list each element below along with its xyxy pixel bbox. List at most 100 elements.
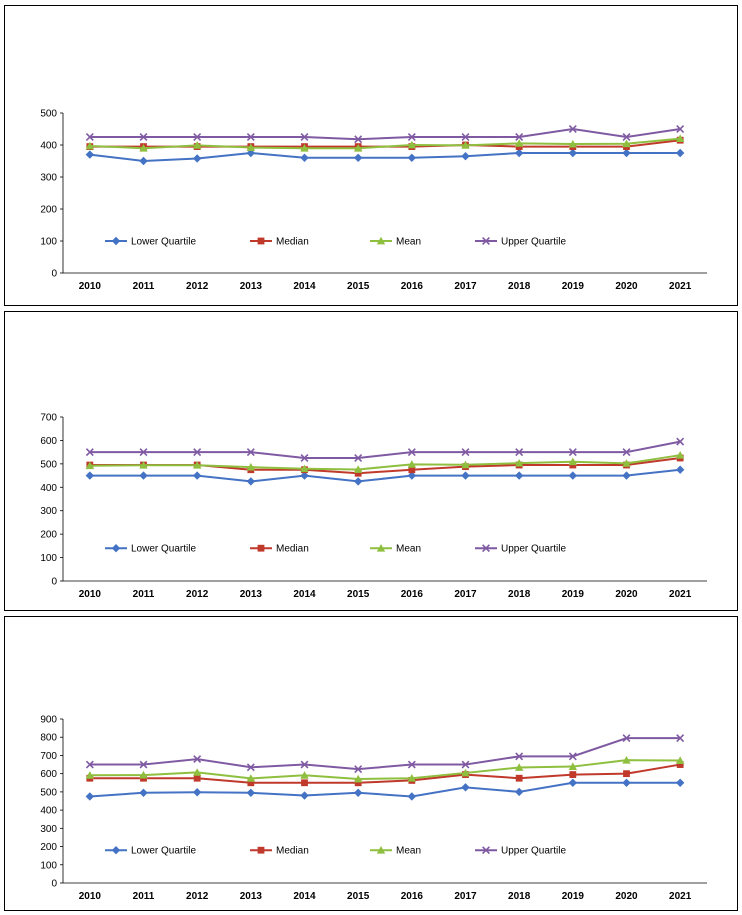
data-point <box>622 148 631 158</box>
data-point <box>192 461 202 469</box>
data-point <box>139 144 148 152</box>
legend-marker <box>482 544 490 553</box>
data-point <box>675 778 685 787</box>
legend-marker <box>257 237 265 245</box>
legend-marker <box>376 236 386 245</box>
x-tick-label: 2011 <box>133 589 155 600</box>
y-tick-label: 0 <box>51 879 57 890</box>
data-point <box>192 768 202 776</box>
x-tick-label: 2010 <box>79 281 102 292</box>
data-point <box>676 125 685 133</box>
y-tick-label: 900 <box>40 715 57 726</box>
data-point <box>300 133 309 141</box>
data-point <box>246 133 255 141</box>
data-point <box>514 139 524 147</box>
x-tick-label: 2010 <box>79 589 102 600</box>
panel-3: 0 100 200 300 400 500 600 700 800 900 2010 2011 2012… <box>4 616 738 911</box>
data-point <box>622 459 631 467</box>
data-point <box>568 139 578 148</box>
data-point <box>301 779 308 787</box>
legend-label: Mean <box>396 544 421 555</box>
data-point <box>85 760 94 769</box>
x-tick-label: 2011 <box>133 891 155 902</box>
data-point <box>300 153 309 162</box>
data-point <box>139 461 148 469</box>
data-point <box>676 761 684 768</box>
data-point <box>676 437 685 446</box>
data-point <box>193 133 202 141</box>
axis-line <box>62 417 707 582</box>
legend-label: Upper Quartile <box>501 544 566 555</box>
data-point <box>407 153 417 162</box>
x-tick-label: 2016 <box>401 589 424 600</box>
data-point <box>246 774 256 782</box>
y-tick-label: 300 <box>40 506 57 517</box>
data-point <box>568 778 578 787</box>
y-tick-label: 800 <box>40 733 57 744</box>
data-point <box>139 471 148 480</box>
data-point <box>246 477 256 486</box>
line-chart: 0 100 200 300 400 500 600 700 2010 2011 2012 2013 20… <box>40 413 707 600</box>
x-tick-label: 2021 <box>669 589 692 600</box>
data-point <box>354 454 363 462</box>
data-point <box>354 779 362 787</box>
data-point <box>300 760 309 769</box>
data-point <box>676 734 685 743</box>
legend-label: Mean <box>396 846 421 857</box>
data-point <box>139 156 148 166</box>
legend-marker <box>376 544 386 552</box>
data-point <box>139 760 148 769</box>
series-line <box>89 759 681 780</box>
line-chart: 0 100 200 300 400 500 600 700 800 900 2010 2011 2012… <box>40 715 707 902</box>
data-point <box>622 133 631 141</box>
x-tick-label: 2016 <box>401 281 424 292</box>
data-point <box>407 133 416 141</box>
data-point <box>515 133 524 141</box>
legend-marker <box>257 846 265 854</box>
data-point <box>515 752 524 761</box>
data-point <box>85 792 95 801</box>
data-point <box>408 466 416 474</box>
series-line <box>89 127 681 141</box>
data-point <box>193 448 202 457</box>
legend-marker <box>257 544 265 552</box>
data-point <box>353 144 363 152</box>
x-tick-label: 2016 <box>401 891 424 902</box>
legend-label: Mean <box>396 237 421 248</box>
data-point <box>407 448 416 457</box>
data-point <box>353 788 363 797</box>
data-point <box>514 763 524 771</box>
data-point <box>192 154 202 163</box>
data-point <box>139 788 148 797</box>
data-point <box>461 141 470 149</box>
data-point <box>353 153 363 162</box>
data-point <box>85 471 95 480</box>
legend-marker <box>482 846 490 855</box>
x-tick-label: 2019 <box>562 589 585 600</box>
legend-marker <box>376 846 386 854</box>
data-point <box>675 756 685 764</box>
data-point <box>300 791 309 800</box>
data-point <box>300 464 309 473</box>
data-point <box>85 461 95 470</box>
data-point <box>353 477 363 486</box>
data-point <box>193 774 201 782</box>
data-point <box>139 448 148 457</box>
data-point <box>407 774 417 782</box>
legend-label: Upper Quartile <box>501 846 566 857</box>
legend-label: Lower Quartile <box>131 846 196 857</box>
x-tick-label: 2012 <box>186 891 209 902</box>
series-line <box>89 151 681 163</box>
y-tick-label: 100 <box>40 860 57 871</box>
data-point <box>622 139 631 148</box>
legend-marker <box>482 237 490 245</box>
series-line <box>89 454 681 471</box>
data-point <box>85 771 95 779</box>
line-chart: 0 100 200 300 400 500 2010 2011 2012 2013 2014 2015… <box>40 109 707 292</box>
data-point <box>568 457 578 466</box>
y-tick-label: 200 <box>40 530 57 541</box>
data-point <box>568 762 578 770</box>
data-point <box>85 448 94 457</box>
data-point <box>461 768 470 777</box>
y-tick-label: 0 <box>51 269 57 280</box>
